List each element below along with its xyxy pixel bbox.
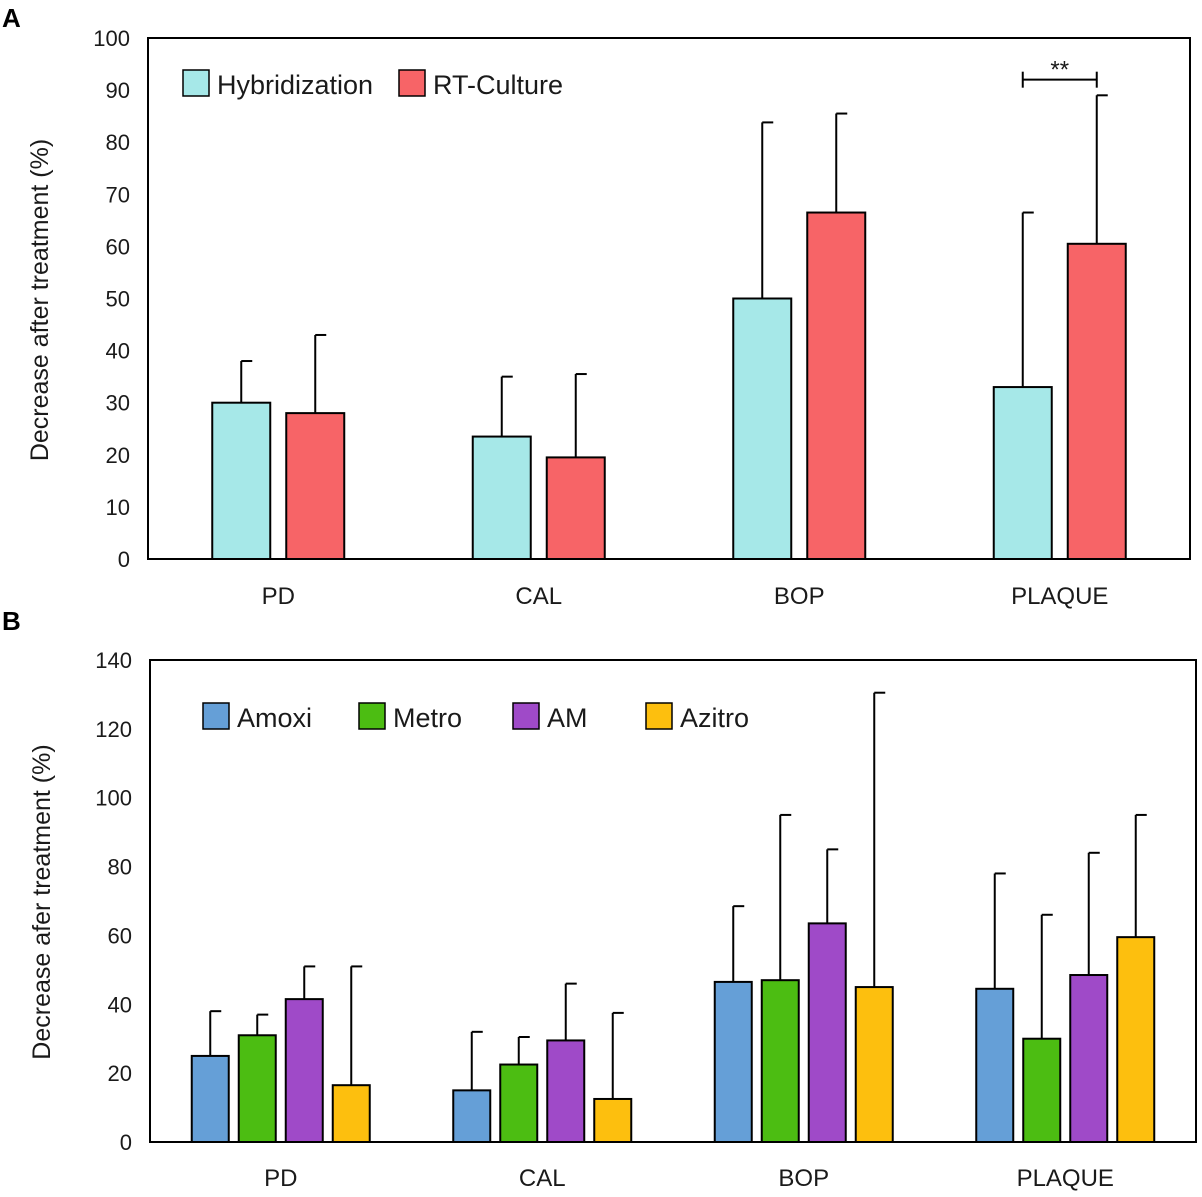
- panel-b-y-axis-title: Decrease afer treatment (%): [28, 744, 56, 1059]
- panel-b-legend-swatch-azitro: [645, 702, 673, 730]
- panel-b-y-tick-label: 120: [95, 717, 132, 742]
- panel-a-y-tick-label: 30: [106, 391, 130, 416]
- panel-b-bar-azitro: [593, 1097, 633, 1143]
- panel-b-y-tick-label: 100: [95, 786, 132, 811]
- panel-a-legend: Hybridization RT-Culture: [182, 69, 563, 100]
- panel-a-y-tick-label: 20: [106, 443, 130, 468]
- panel-b-bar-azitro: [331, 1084, 371, 1144]
- panel-b-bar-am: [1069, 974, 1109, 1143]
- panel-b-y-tick-label: 20: [108, 1061, 132, 1086]
- panel-b-category-label: CAL: [519, 1165, 566, 1192]
- panel-a-legend-swatch-hybridization: [182, 69, 210, 97]
- panel-b-bar-amoxi: [975, 987, 1015, 1143]
- panel-a-y-tick-label: 90: [106, 78, 130, 103]
- panel-b-y-tick-label: 40: [108, 992, 132, 1017]
- panel-b-legend-swatch-am: [512, 702, 540, 730]
- panel-b-y-tick-label: 60: [108, 923, 132, 948]
- panel-b-legend: Amoxi Metro AM Azitro: [202, 702, 749, 733]
- panel-b-bar-metro: [1022, 1037, 1062, 1143]
- panel-b-category-label: PD: [264, 1165, 297, 1192]
- panel-a-y-tick-label: 50: [106, 287, 130, 312]
- panel-a-y-tick-label: 100: [93, 26, 130, 51]
- panel-a-category-label: BOP: [774, 583, 825, 610]
- panel-b-bar-am: [807, 922, 847, 1144]
- panel-b-y-tick-label: 140: [95, 648, 132, 673]
- panel-a-y-tick-label: 70: [106, 182, 130, 207]
- panel-a-legend-label-rt-culture: RT-Culture: [433, 70, 563, 100]
- panel-b-legend-swatch-amoxi: [202, 702, 230, 730]
- panel-a-bar-hybridization: [732, 297, 793, 560]
- panel-b-legend-label-am: AM: [547, 703, 588, 733]
- panel-b-bar-amoxi: [190, 1054, 230, 1144]
- panel-b-bar-am: [546, 1039, 586, 1143]
- panel-a-bar-rt-culture: [285, 412, 346, 560]
- panel-a-y-tick-label: 80: [106, 130, 130, 155]
- panel-a-category-label: PLAQUE: [1011, 583, 1108, 610]
- panel-a-bar-hybridization: [992, 386, 1053, 560]
- panel-b-bar-metro: [499, 1063, 539, 1144]
- panel-a-plot-frame: [147, 37, 1191, 560]
- panel-b-bar-amoxi: [452, 1089, 492, 1144]
- panel-a-legend-swatch-rt-culture: [398, 69, 426, 97]
- panel-b-legend-swatch-metro: [358, 702, 386, 730]
- panel-a-y-tick-label: 60: [106, 234, 130, 259]
- panel-b-bar-amoxi: [713, 980, 753, 1144]
- panel-a-bar-rt-culture: [1066, 242, 1127, 560]
- panel-a-chart: A Decrease after treatment (%) 0 10 20 30 40…: [2, 3, 1191, 610]
- panel-a-bar-hybridization: [471, 435, 532, 560]
- panel-a-y-tick-label: 40: [106, 339, 130, 364]
- panel-b-bar-am: [284, 998, 324, 1143]
- panel-a-y-tick-label: 10: [106, 495, 130, 520]
- panel-b-legend-label-amoxi: Amoxi: [237, 703, 312, 733]
- panel-b-bar-azitro: [1116, 936, 1156, 1144]
- panel-b-category-label: PLAQUE: [1017, 1165, 1114, 1192]
- panel-b-plot-frame: [149, 659, 1197, 1143]
- panel-a-bar-rt-culture: [545, 456, 606, 560]
- panel-a-significance-label: **: [1050, 57, 1069, 84]
- panel-b-legend-label-azitro: Azitro: [680, 703, 749, 733]
- panel-b-y-tick-label: 80: [108, 855, 132, 880]
- panel-a-legend-label-hybridization: Hybridization: [217, 70, 373, 100]
- panel-a-category-label: CAL: [515, 583, 562, 610]
- panel-b-label: B: [2, 606, 21, 636]
- panel-a-bar-hybridization: [211, 401, 272, 561]
- panel-a-category-label: PD: [262, 583, 295, 610]
- panel-b-y-tick-label: 0: [120, 1130, 132, 1155]
- panel-a-y-axis-title: Decrease after treatment (%): [26, 139, 54, 461]
- panel-b-category-label: BOP: [778, 1165, 829, 1192]
- panel-b-bar-azitro: [854, 986, 894, 1143]
- panel-a-y-tick-label: 0: [118, 547, 130, 572]
- panel-b-legend-label-metro: Metro: [393, 703, 462, 733]
- panel-b-chart: B Decrease afer treatment (%) 0 20 40 60 80 1…: [2, 606, 1197, 1192]
- panel-b-bar-metro: [760, 979, 800, 1144]
- panel-b-bar-metro: [237, 1034, 277, 1144]
- panel-a-label: A: [2, 3, 21, 33]
- panel-a-bar-rt-culture: [806, 211, 867, 560]
